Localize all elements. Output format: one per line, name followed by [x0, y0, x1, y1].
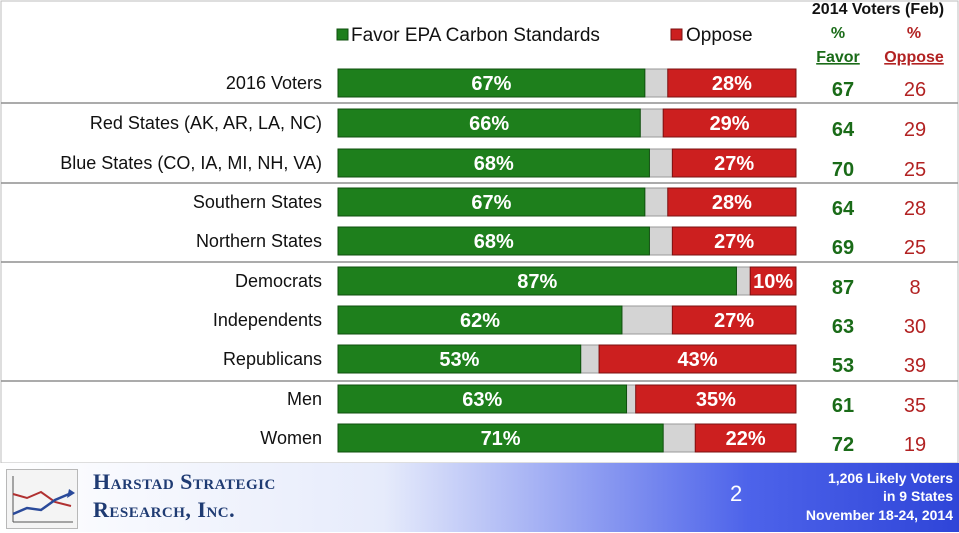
- category-label: Women: [260, 428, 322, 448]
- bar-favor: [337, 423, 664, 453]
- bar-favor: [337, 226, 650, 256]
- legend: Favor EPA Carbon Standards Oppose: [336, 25, 753, 46]
- company-name-line1: Harstad Strategic: [93, 469, 276, 494]
- bar-favor: [337, 344, 582, 374]
- bar-favor-label: 67%: [471, 192, 511, 214]
- prior-favor-value: 72: [832, 434, 854, 456]
- prior-oppose-label: Oppose: [884, 49, 944, 66]
- prior-year-title: 2014 Voters (Feb): [812, 1, 944, 18]
- bar-favor-label: 67%: [471, 73, 511, 95]
- sample-note-line1: 1,206 Likely Voters: [827, 470, 953, 486]
- category-label: Blue States (CO, IA, MI, NH, VA): [60, 153, 322, 173]
- bar-favor: [337, 266, 737, 296]
- bar-favor: [337, 108, 641, 138]
- company-name-line2: Research, Inc.: [93, 497, 236, 522]
- prior-oppose-value: 39: [904, 355, 926, 377]
- bar-oppose-label: 27%: [714, 310, 754, 332]
- category-label: Southern States: [193, 192, 322, 212]
- prior-favor-pct-label: %: [831, 25, 845, 42]
- legend-oppose-swatch: [670, 28, 683, 41]
- bar-oppose: [749, 266, 797, 296]
- prior-favor-label: Favor: [816, 49, 860, 66]
- bar-favor: [337, 305, 623, 335]
- bar-favor-label: 53%: [439, 349, 479, 371]
- category-label: Democrats: [235, 271, 322, 291]
- prior-favor-value: 64: [832, 119, 855, 141]
- bar-oppose: [694, 423, 797, 453]
- prior-oppose-value: 30: [904, 316, 926, 338]
- bar-oppose-label: 28%: [712, 192, 752, 214]
- prior-oppose-value: 25: [904, 237, 926, 259]
- bar-oppose-label: 43%: [678, 349, 718, 371]
- bar-oppose-label: 35%: [696, 389, 736, 411]
- sample-note-line3: November 18-24, 2014: [805, 507, 953, 523]
- page-number: 2: [730, 481, 743, 506]
- prior-year-header: 2014 Voters (Feb) % Favor % Oppose: [812, 1, 944, 66]
- prior-oppose-value: 19: [904, 434, 926, 456]
- bar-favor-label: 87%: [517, 271, 557, 293]
- prior-oppose-pct-label: %: [907, 25, 921, 42]
- bar-favor-label: 71%: [481, 428, 521, 450]
- prior-favor-value: 70: [832, 159, 854, 181]
- group-separators: [1, 102, 958, 382]
- bar-favor-label: 66%: [469, 113, 509, 135]
- bar-oppose-label: 27%: [714, 153, 754, 175]
- category-label: Men: [287, 389, 322, 409]
- legend-oppose-label: Oppose: [686, 25, 753, 46]
- bar-oppose: [671, 305, 797, 335]
- prior-favor-value: 87: [832, 277, 854, 299]
- bar-oppose-label: 28%: [712, 73, 752, 95]
- bar-oppose-label: 27%: [714, 231, 754, 253]
- bar-favor: [337, 187, 646, 217]
- company-logo: [6, 469, 78, 529]
- chart-rows: 2016 Voters 67% 28% 67 26 Red States (AK, AR,…: [60, 68, 926, 456]
- bar-favor-label: 63%: [462, 389, 502, 411]
- prior-oppose-value: 26: [904, 79, 926, 101]
- prior-oppose-value: 8: [909, 277, 920, 299]
- category-label: Red States (AK, AR, LA, NC): [90, 113, 322, 133]
- footer-bar: Harstad Strategic Research, Inc. 2 1,206…: [0, 463, 959, 532]
- bar-oppose: [635, 384, 797, 414]
- bar-oppose-label: 29%: [710, 113, 750, 135]
- bar-oppose: [598, 344, 797, 374]
- bar-oppose: [671, 226, 797, 256]
- bar-favor-label: 68%: [474, 231, 514, 253]
- prior-favor-value: 67: [832, 79, 854, 101]
- prior-oppose-value: 35: [904, 395, 926, 417]
- prior-favor-value: 61: [832, 395, 854, 417]
- bar-favor: [337, 384, 628, 414]
- legend-favor-label: Favor EPA Carbon Standards: [351, 25, 600, 46]
- bar-oppose: [662, 108, 797, 138]
- category-label: Republicans: [223, 349, 322, 369]
- bar-oppose: [671, 148, 797, 178]
- prior-favor-value: 69: [832, 237, 854, 259]
- category-label: Independents: [213, 310, 322, 330]
- prior-favor-value: 63: [832, 316, 854, 338]
- prior-oppose-value: 29: [904, 119, 926, 141]
- bar-oppose: [667, 68, 797, 98]
- prior-oppose-value: 28: [904, 198, 926, 220]
- bar-favor: [337, 148, 650, 178]
- sample-note-line2: in 9 States: [882, 488, 953, 504]
- bar-oppose-label: 10%: [753, 271, 793, 293]
- prior-favor-value: 64: [832, 198, 855, 220]
- bar-favor-label: 68%: [474, 153, 514, 175]
- bar-oppose-label: 22%: [726, 428, 766, 450]
- legend-favor-swatch: [336, 28, 349, 41]
- prior-favor-value: 53: [832, 355, 854, 377]
- bar-favor-label: 62%: [460, 310, 500, 332]
- prior-oppose-value: 25: [904, 159, 926, 181]
- bar-favor: [337, 68, 646, 98]
- bar-oppose: [667, 187, 797, 217]
- category-label: 2016 Voters: [226, 73, 322, 93]
- category-label: Northern States: [196, 231, 322, 251]
- trend-chart-icon: [12, 476, 75, 523]
